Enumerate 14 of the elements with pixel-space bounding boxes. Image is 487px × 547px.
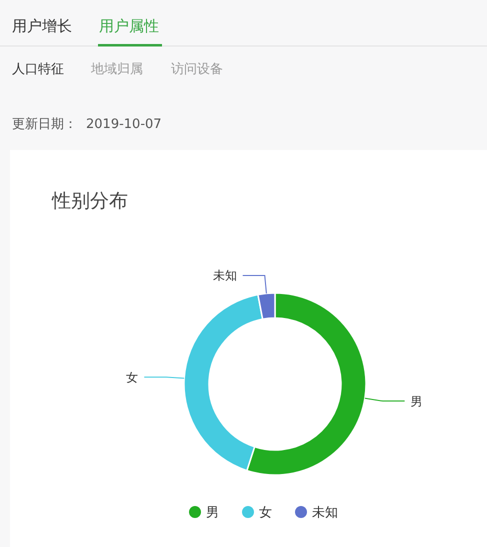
text: 2019-10-07 [86, 117, 162, 132]
text: 人口特征 [12, 62, 64, 77]
text: 更新日期： [12, 117, 77, 132]
chart-title: 性别分布 [51, 190, 128, 212]
text: 用户增长 [12, 17, 72, 35]
slice-label: 男 [410, 394, 423, 408]
text: 地域归属 [90, 62, 143, 77]
text: 访问设备 [171, 61, 223, 77]
legend-label: 男 [206, 506, 219, 521]
text: 用户属性 [99, 17, 159, 35]
legend-label: 未知 [312, 506, 338, 521]
legend-label: 女 [259, 506, 272, 521]
slice-label: 女 [126, 370, 138, 384]
slice-label: 未知 [212, 268, 237, 283]
